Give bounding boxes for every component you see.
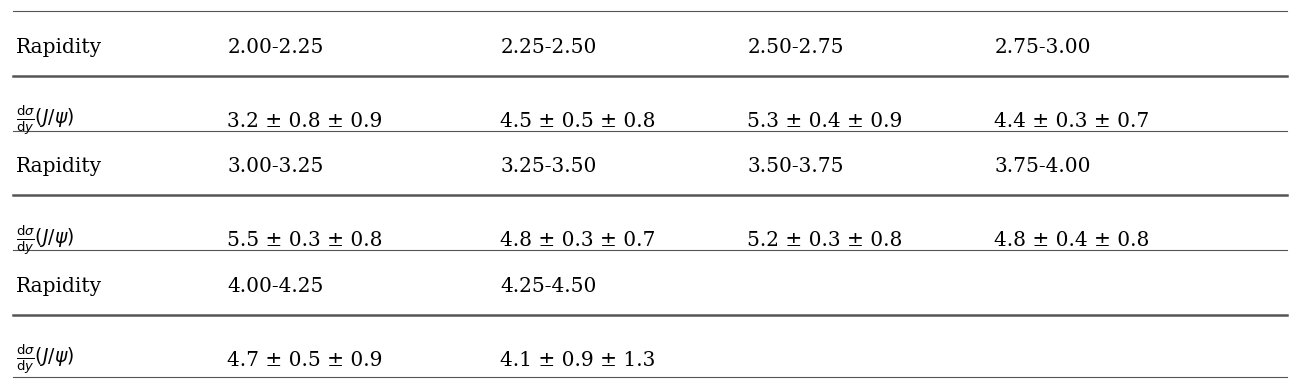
Text: $\frac{\mathrm{d}\sigma}{\mathrm{d}y}(J/\psi)$: $\frac{\mathrm{d}\sigma}{\mathrm{d}y}(J/… bbox=[16, 343, 74, 377]
Text: 4.4 ± 0.3 ± 0.7: 4.4 ± 0.3 ± 0.7 bbox=[994, 112, 1149, 131]
Text: 4.8 ± 0.4 ± 0.8: 4.8 ± 0.4 ± 0.8 bbox=[994, 231, 1150, 250]
Text: 3.75-4.00: 3.75-4.00 bbox=[994, 157, 1091, 176]
Text: 2.75-3.00: 2.75-3.00 bbox=[994, 38, 1091, 57]
Text: 3.00-3.25: 3.00-3.25 bbox=[227, 157, 324, 176]
Text: 3.50-3.75: 3.50-3.75 bbox=[747, 157, 844, 176]
Text: 5.2 ± 0.3 ± 0.8: 5.2 ± 0.3 ± 0.8 bbox=[747, 231, 903, 250]
Text: 4.1 ± 0.9 ± 1.3: 4.1 ± 0.9 ± 1.3 bbox=[500, 351, 656, 370]
Text: $\frac{\mathrm{d}\sigma}{\mathrm{d}y}(J/\psi)$: $\frac{\mathrm{d}\sigma}{\mathrm{d}y}(J/… bbox=[16, 224, 74, 258]
Text: 2.50-2.75: 2.50-2.75 bbox=[747, 38, 844, 57]
Text: Rapidity: Rapidity bbox=[16, 38, 101, 57]
Text: 5.3 ± 0.4 ± 0.9: 5.3 ± 0.4 ± 0.9 bbox=[747, 112, 903, 131]
Text: Rapidity: Rapidity bbox=[16, 157, 101, 176]
Text: 2.25-2.50: 2.25-2.50 bbox=[500, 38, 597, 57]
Text: 3.2 ± 0.8 ± 0.9: 3.2 ± 0.8 ± 0.9 bbox=[227, 112, 384, 131]
Text: Rapidity: Rapidity bbox=[16, 277, 101, 296]
Text: 2.00-2.25: 2.00-2.25 bbox=[227, 38, 324, 57]
Text: 4.8 ± 0.3 ± 0.7: 4.8 ± 0.3 ± 0.7 bbox=[500, 231, 656, 250]
Text: 4.25-4.50: 4.25-4.50 bbox=[500, 277, 597, 296]
Text: 3.25-3.50: 3.25-3.50 bbox=[500, 157, 597, 176]
Text: 4.00-4.25: 4.00-4.25 bbox=[227, 277, 324, 296]
Text: 5.5 ± 0.3 ± 0.8: 5.5 ± 0.3 ± 0.8 bbox=[227, 231, 384, 250]
Text: $\frac{\mathrm{d}\sigma}{\mathrm{d}y}(J/\psi)$: $\frac{\mathrm{d}\sigma}{\mathrm{d}y}(J/… bbox=[16, 104, 74, 138]
Text: 4.5 ± 0.5 ± 0.8: 4.5 ± 0.5 ± 0.8 bbox=[500, 112, 656, 131]
Text: 4.7 ± 0.5 ± 0.9: 4.7 ± 0.5 ± 0.9 bbox=[227, 351, 384, 370]
